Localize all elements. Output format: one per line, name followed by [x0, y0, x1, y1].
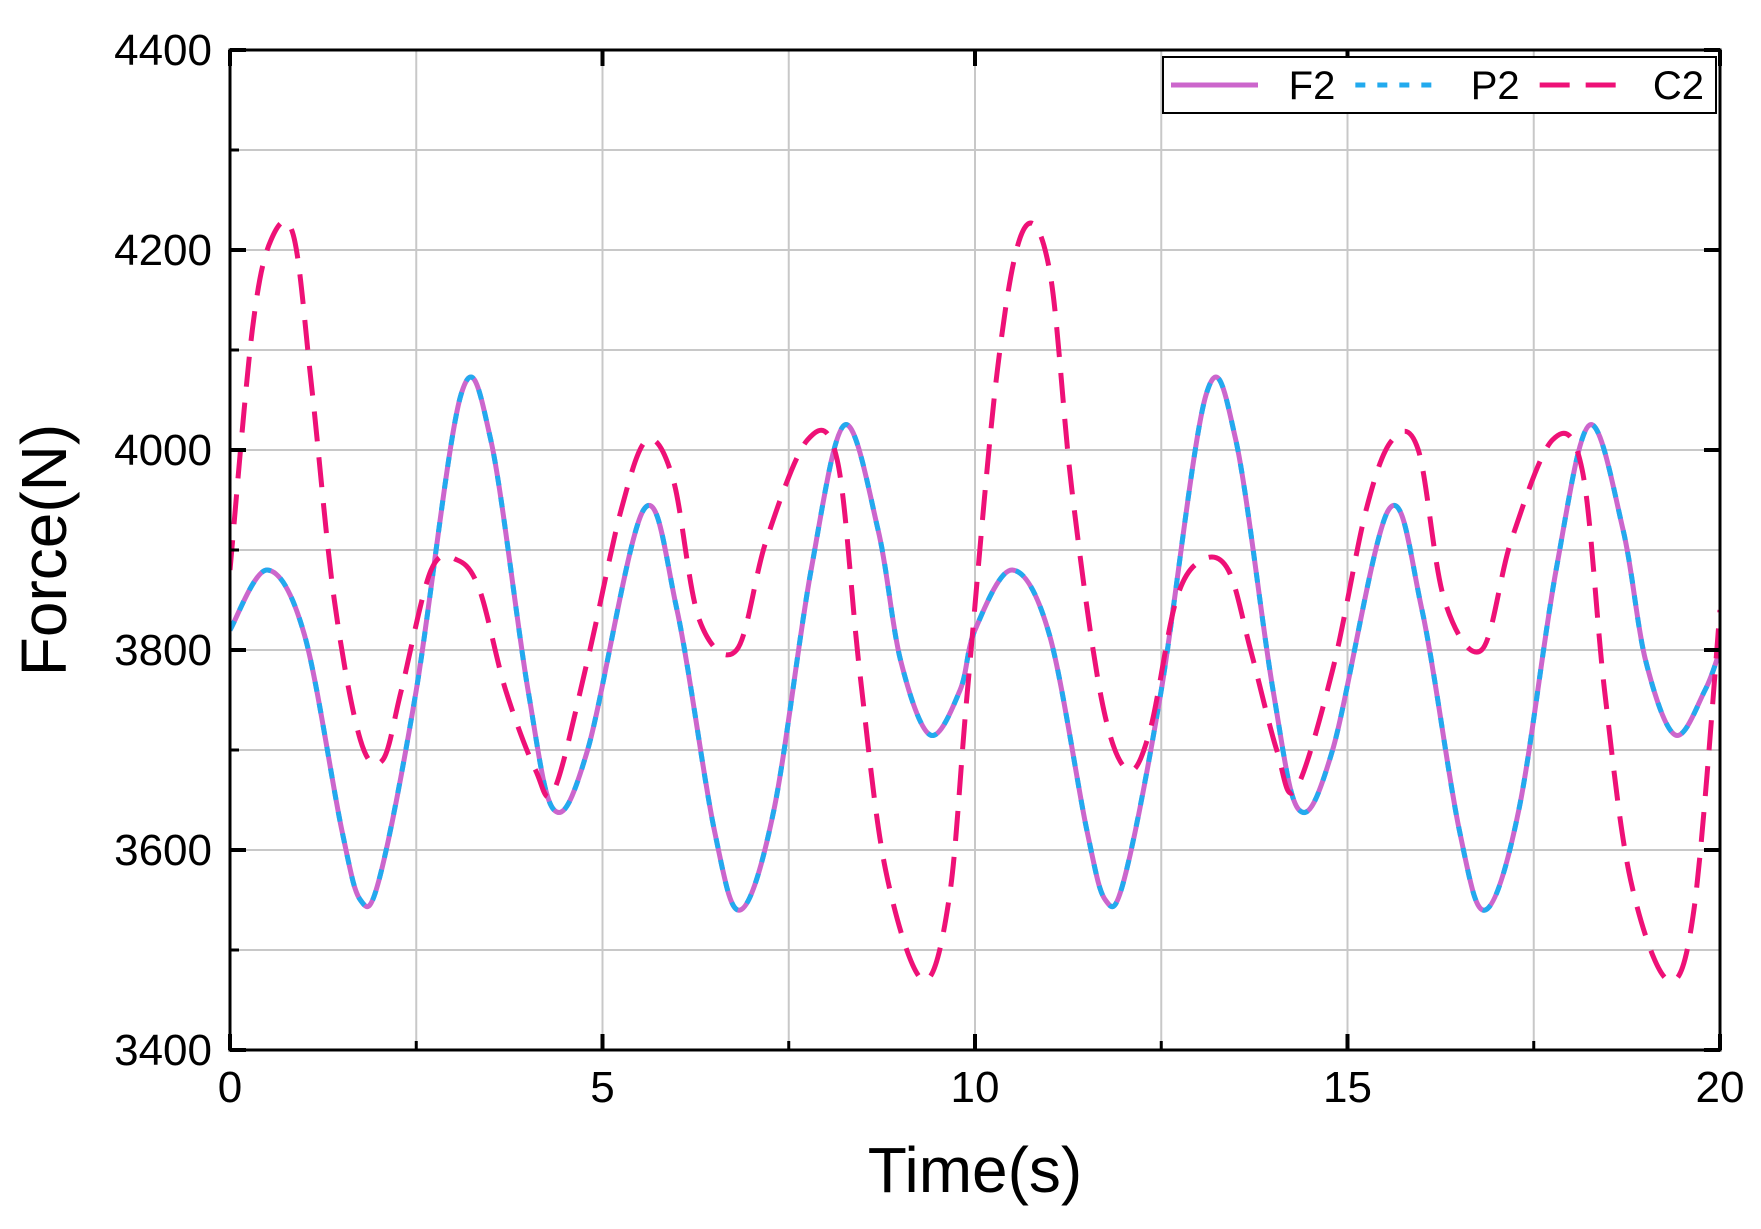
- y-axis-title: Force(N): [8, 424, 80, 676]
- y-tick-label: 3400: [114, 1026, 212, 1075]
- x-tick-label: 0: [218, 1063, 242, 1112]
- x-tick-label: 10: [951, 1063, 1000, 1112]
- y-tick-label: 3800: [114, 626, 212, 675]
- series-line-c2: [230, 218, 1720, 984]
- x-tick-label: 15: [1323, 1063, 1372, 1112]
- x-axis-title: Time(s): [868, 1134, 1082, 1206]
- x-tick-label: 20: [1696, 1063, 1745, 1112]
- series-lines: [230, 218, 1720, 984]
- legend-label-f2: F2: [1289, 64, 1336, 108]
- y-tick-label: 4400: [114, 26, 212, 75]
- y-tick-label: 4200: [114, 226, 212, 275]
- y-tick-label: 3600: [114, 826, 212, 875]
- legend: F2 P2 C2: [1162, 56, 1717, 114]
- x-tick-label: 5: [590, 1063, 614, 1112]
- legend-label-p2: P2: [1471, 64, 1520, 108]
- series-line-p2: [230, 374, 1720, 913]
- grid: [230, 50, 1720, 1050]
- legend-label-c2: C2: [1653, 64, 1704, 108]
- axis-ticks: 0 5 10 15 20 3400 3600 3800 4000 4200 4400: [114, 26, 1744, 1112]
- y-tick-label: 4000: [114, 426, 212, 475]
